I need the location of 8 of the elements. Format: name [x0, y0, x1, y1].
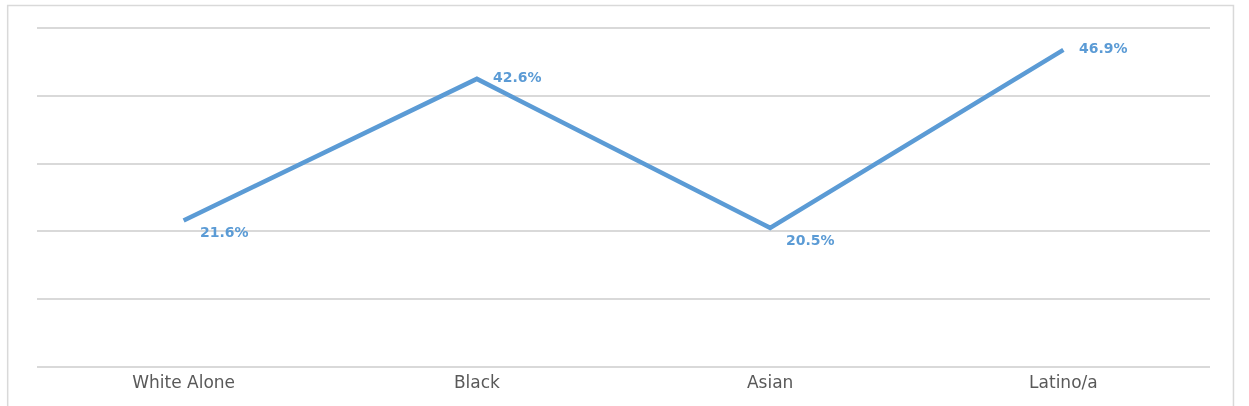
- data-label: 21.6%: [200, 224, 249, 240]
- data-label: 42.6%: [493, 69, 542, 85]
- x-tick-label: White Alone: [132, 372, 236, 393]
- data-label: 20.5%: [786, 232, 835, 248]
- x-tick-label: Latino/a: [1029, 372, 1098, 393]
- x-tick-label: Asian: [746, 372, 794, 393]
- x-tick-label: Black: [453, 372, 501, 393]
- data-label: 46.9%: [1079, 40, 1128, 56]
